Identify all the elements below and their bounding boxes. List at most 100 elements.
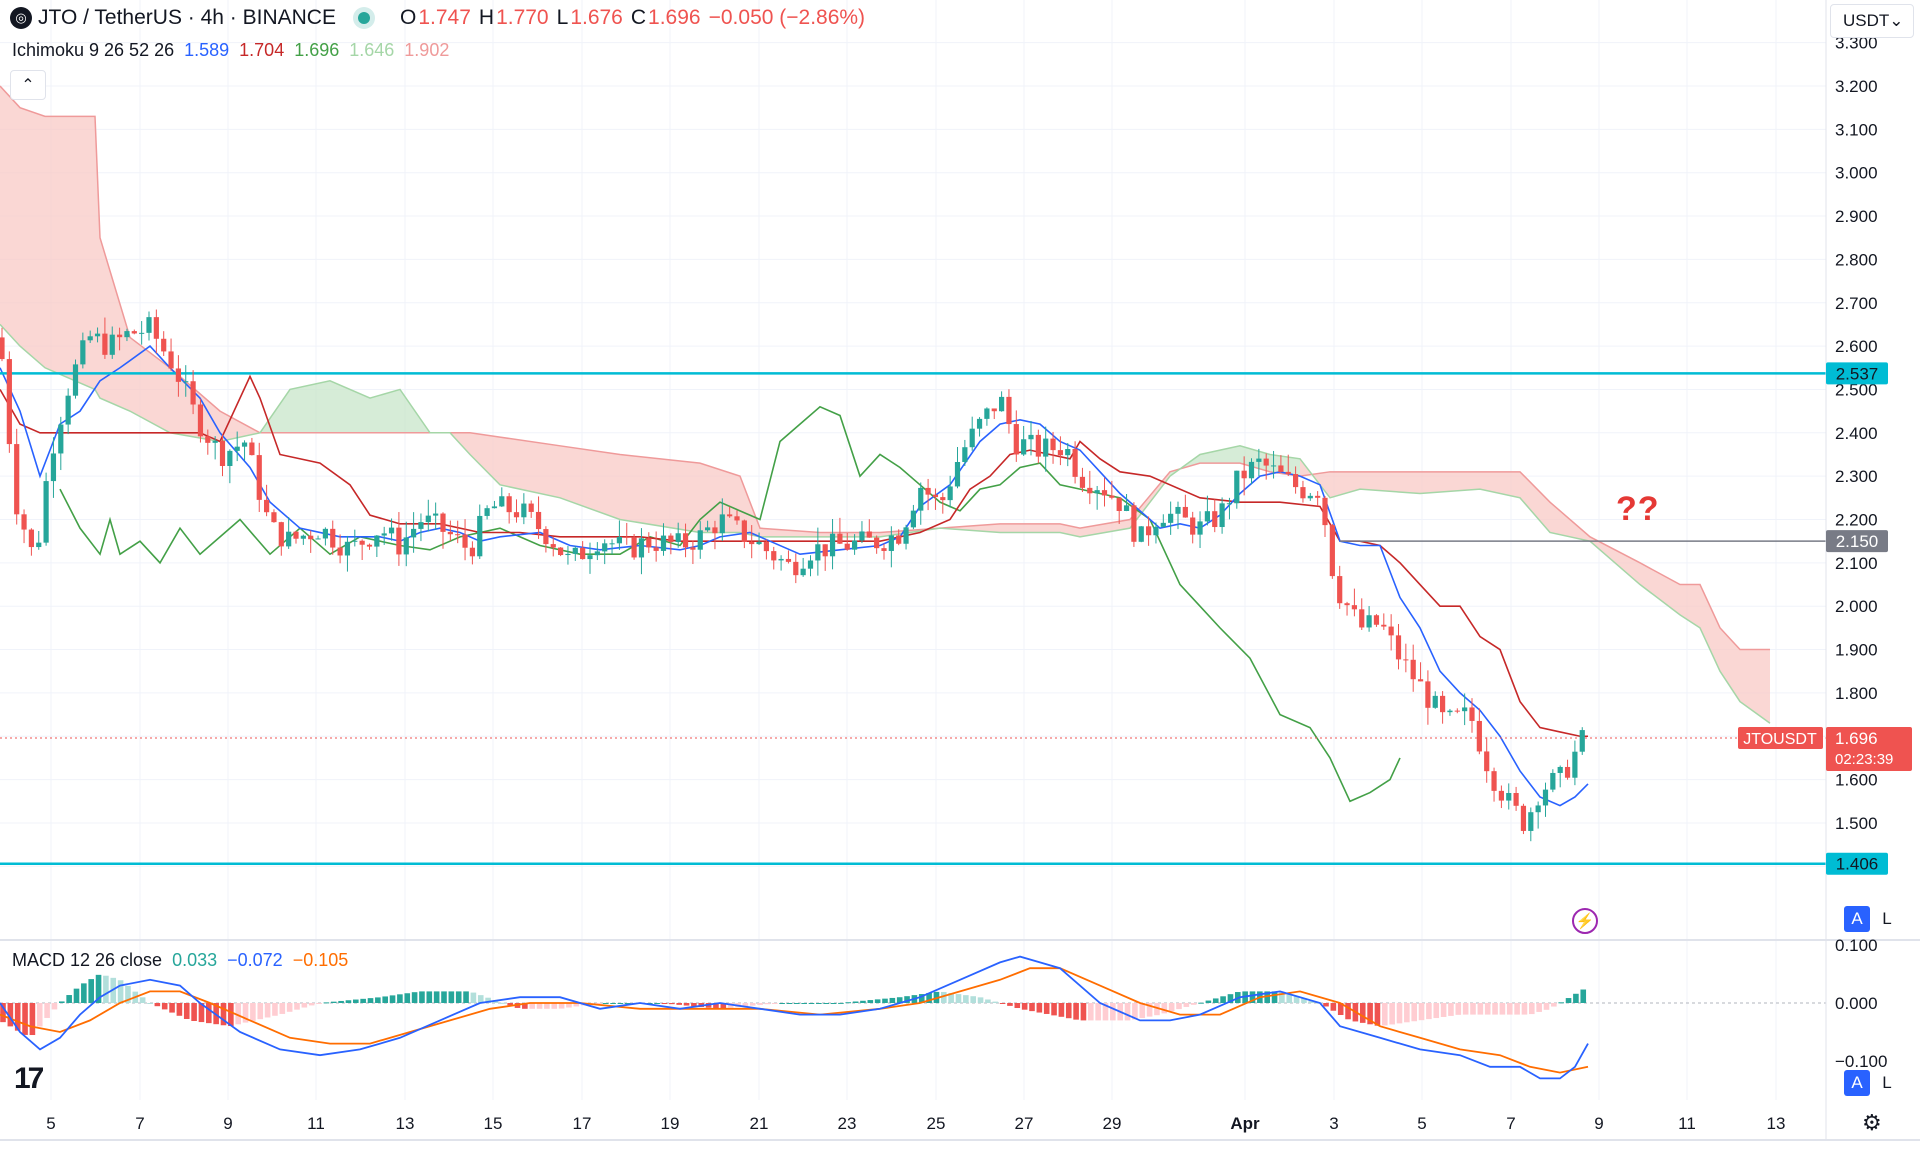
horizontal-levels[interactable] bbox=[0, 372, 1826, 865]
candle-body bbox=[800, 568, 806, 576]
candle-body bbox=[65, 395, 71, 425]
candle-body bbox=[734, 516, 740, 521]
candle-body bbox=[1520, 805, 1527, 831]
tenkan-value: 1.589 bbox=[184, 40, 230, 60]
price-tick-label: 2.000 bbox=[1835, 597, 1878, 616]
candle-body bbox=[344, 541, 351, 556]
symbol-header[interactable]: ◎ JTO / TetherUS · 4h · BINANCE O 1.747 H… bbox=[10, 6, 865, 30]
candle-body bbox=[1395, 635, 1402, 660]
macd-histogram-bar bbox=[1367, 1003, 1373, 1025]
macd-histogram-bar bbox=[36, 1003, 43, 1027]
candle-body bbox=[0, 337, 5, 360]
macd-histogram-bar bbox=[1337, 1003, 1344, 1016]
cloud-segment bbox=[560, 445, 620, 520]
macd-histogram-bar bbox=[286, 1003, 293, 1012]
candle-body bbox=[1160, 522, 1166, 527]
candle-body bbox=[1190, 517, 1196, 535]
currency-select[interactable]: USDT ⌄ bbox=[1830, 4, 1914, 38]
cloud-segment bbox=[370, 389, 400, 433]
macd-histogram-bar bbox=[882, 998, 888, 1003]
candle-body bbox=[1410, 659, 1416, 680]
macd-histogram-bar bbox=[867, 1000, 874, 1003]
candle-body bbox=[1226, 503, 1233, 505]
candle-body bbox=[580, 547, 586, 560]
macd-histogram-bar bbox=[948, 993, 954, 1003]
macd-histogram-bar bbox=[161, 1003, 168, 1010]
macd-histogram-bar bbox=[808, 1003, 815, 1004]
macd-log-scale-button[interactable]: L bbox=[1874, 1070, 1900, 1096]
support-price-label: 1.406 bbox=[1836, 855, 1879, 874]
candle-body bbox=[139, 332, 145, 334]
candle-body bbox=[506, 496, 512, 513]
auto-scale-button[interactable]: A bbox=[1844, 906, 1870, 932]
ichimoku-legend[interactable]: Ichimoku 9 26 52 26 1.589 1.704 1.696 1.… bbox=[12, 40, 449, 61]
macd-histogram-bar bbox=[551, 1003, 558, 1009]
macd-histogram-bar bbox=[1455, 1003, 1462, 1015]
jito-logo-icon: ◎ bbox=[10, 7, 32, 29]
macd-tick-label: 0.000 bbox=[1835, 994, 1878, 1013]
macd-histogram-bar bbox=[323, 1002, 330, 1004]
candle-body bbox=[682, 533, 689, 548]
macd-histogram-bar bbox=[1470, 1003, 1476, 1015]
macd-histogram-bar bbox=[125, 985, 131, 1003]
tradingview-logo-icon[interactable]: 17 bbox=[14, 1062, 44, 1095]
time-tick-label: 13 bbox=[396, 1114, 415, 1133]
candle-body bbox=[638, 538, 645, 558]
macd-line-value: −0.072 bbox=[227, 950, 283, 970]
macd-histogram-bar bbox=[1007, 1003, 1013, 1006]
macd-tick-label: −0.100 bbox=[1835, 1052, 1887, 1071]
collapse-legend-button[interactable]: ⌃ bbox=[10, 70, 46, 100]
candle-body bbox=[866, 531, 872, 538]
candle-body bbox=[227, 450, 233, 466]
symbol-title[interactable]: JTO / TetherUS · 4h · BINANCE bbox=[38, 6, 336, 29]
macd-auto-scale-button[interactable]: A bbox=[1844, 1070, 1870, 1096]
candle-body bbox=[21, 514, 27, 530]
candle-body bbox=[131, 331, 137, 334]
macd-histogram-bar bbox=[1264, 991, 1270, 1003]
macd-legend[interactable]: MACD 12 26 close 0.033 −0.072 −0.105 bbox=[12, 950, 348, 971]
candle-body bbox=[1028, 434, 1034, 440]
candle-body bbox=[469, 547, 475, 557]
macd-histogram-bar bbox=[1036, 1003, 1043, 1013]
time-tick-label: 27 bbox=[1015, 1114, 1034, 1133]
price-tick-label: 2.500 bbox=[1835, 380, 1878, 399]
time-tick-label: 9 bbox=[1594, 1114, 1603, 1133]
candle-body bbox=[1182, 506, 1188, 518]
candle-body bbox=[205, 436, 211, 443]
macd-histogram-bar bbox=[1573, 993, 1579, 1003]
cloud-segment bbox=[100, 237, 130, 412]
candle-body bbox=[881, 548, 887, 551]
macd-histogram-bar bbox=[1484, 1003, 1491, 1015]
candle-body bbox=[712, 527, 718, 534]
candle-body bbox=[366, 544, 373, 547]
chikou-span-line bbox=[59, 405, 1401, 803]
candle-body bbox=[1300, 487, 1306, 499]
cloud-segment bbox=[130, 337, 170, 433]
candle-body bbox=[1021, 439, 1027, 455]
macd-histogram-bar bbox=[713, 1003, 719, 1009]
candle-body bbox=[1344, 603, 1350, 606]
macd-histogram-bar bbox=[1565, 998, 1572, 1003]
macd-histogram-bar bbox=[301, 1003, 308, 1008]
candle-body bbox=[28, 529, 34, 548]
candle-body bbox=[1168, 513, 1174, 523]
candle-body bbox=[36, 542, 42, 548]
time-tick-label: 5 bbox=[1417, 1114, 1426, 1133]
open-label: O bbox=[399, 6, 417, 29]
lightning-icon[interactable]: ⚡ bbox=[1572, 908, 1598, 934]
price-tick-label: 2.300 bbox=[1835, 467, 1878, 486]
candle-body bbox=[1337, 576, 1343, 604]
candle-body bbox=[1197, 521, 1203, 535]
macd-tick-label: 0.100 bbox=[1835, 936, 1878, 955]
candle-body bbox=[58, 424, 64, 454]
candle-body bbox=[984, 408, 990, 419]
candle-body bbox=[455, 534, 461, 536]
gear-icon[interactable]: ⚙ bbox=[1862, 1110, 1882, 1135]
macd-histogram-bar bbox=[1139, 1003, 1146, 1019]
log-scale-button[interactable]: L bbox=[1874, 906, 1900, 932]
candle-body bbox=[521, 503, 527, 518]
chikou-value: 1.696 bbox=[294, 40, 340, 60]
price-tick-label: 3.000 bbox=[1835, 164, 1878, 183]
macd-histogram-bar bbox=[1198, 1002, 1204, 1004]
